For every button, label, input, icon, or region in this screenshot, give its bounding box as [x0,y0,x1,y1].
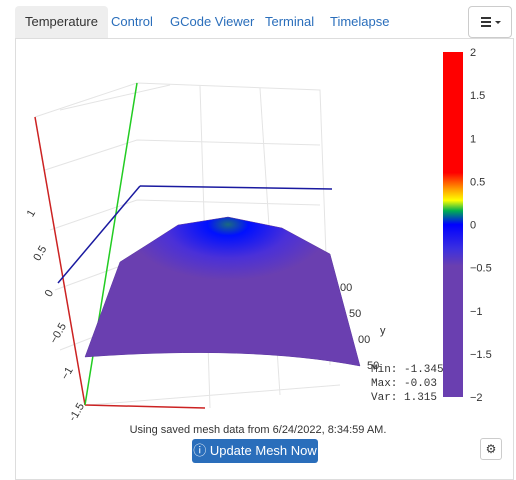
colorbar-tick-label: 1 [470,133,476,145]
tab[interactable]: Terminal [265,14,315,29]
y-tick-label: 00 [340,282,352,294]
z-tick-label: −1.5 [66,401,87,420]
z-tick-label: −1 [59,365,76,382]
stat: Min: -1.345 [371,364,444,376]
colorbar-tick-label: −1.5 [470,349,492,361]
colorbar-tick-label: −1 [470,306,483,318]
z-tick-label: 1 [25,208,38,219]
status-message: Using saved mesh data from 6/24/2022, 8:… [129,424,387,436]
tab[interactable]: GCode Viewer [170,14,255,29]
z-tick-label: 0 [43,288,56,299]
colorbar-tick-label: 0.5 [470,176,485,188]
mesh-surface [84,216,361,367]
menu-icon [481,17,501,27]
menu-button[interactable] [468,6,512,38]
stat: Max: -0.03 [371,378,438,390]
colorbar-tick-label: −2 [470,392,483,404]
settings-button[interactable]: ⚙ [480,438,502,460]
z-tick-label: 0.5 [31,244,49,263]
axis-line [139,185,333,190]
colorbar-tick-label: −0.5 [470,263,492,275]
y-tick-label: 50 [349,308,361,320]
tab[interactable]: Temperature [15,6,108,38]
axis-label: y [380,325,386,337]
axis-line [57,185,141,284]
plot: 2 1.5 1 0.5 0 −0.5 −1 −1.5 −2 1 0.5 0 −0.5 −1 −1.5 00… [25,47,492,420]
axis-line [84,404,206,409]
stat: Var: 1.315 [371,392,438,404]
axis-line [34,116,86,406]
tab[interactable]: Timelapse [330,14,390,29]
update-button[interactable]: ⓘ Update Mesh Now [192,439,318,463]
y-tick-label: 50 [367,360,379,372]
colorbar-tick-label: 2 [470,47,476,59]
tab[interactable]: Control [111,14,153,29]
y-tick-label: 00 [358,334,370,346]
colorbar-tick-label: 0 [470,220,476,232]
colorbar [443,52,463,397]
axis-line [84,82,138,406]
z-tick-label: −0.5 [48,321,69,346]
colorbar-tick-label: 1.5 [470,90,485,102]
button-label: Update Mesh Now [209,443,317,458]
